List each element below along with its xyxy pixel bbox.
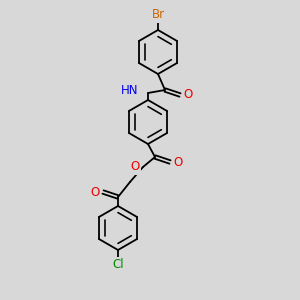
Text: O: O (130, 160, 140, 173)
Text: HN: HN (121, 85, 138, 98)
Text: O: O (183, 88, 193, 101)
Text: Cl: Cl (112, 259, 124, 272)
Text: Br: Br (152, 8, 165, 22)
Text: O: O (90, 185, 100, 199)
Text: O: O (173, 155, 183, 169)
